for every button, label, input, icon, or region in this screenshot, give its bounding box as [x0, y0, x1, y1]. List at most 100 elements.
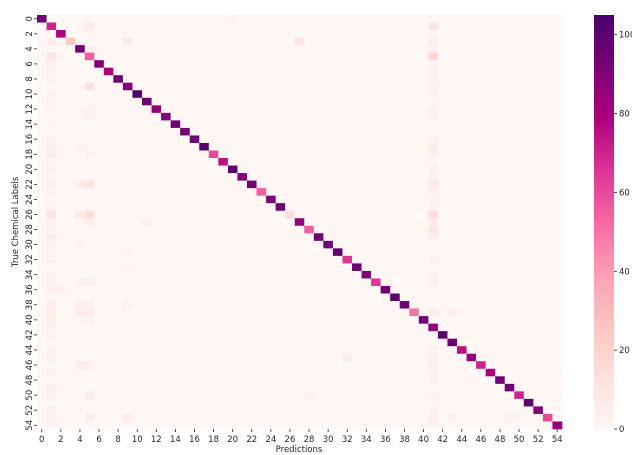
heatmap-cell: [275, 67, 286, 76]
heatmap-cell: [342, 323, 353, 332]
heatmap-cell: [514, 338, 525, 347]
heatmap-cell: [514, 142, 525, 151]
heatmap-cell: [390, 218, 401, 227]
heatmap-cell: [476, 218, 486, 227]
heatmap-cell: [84, 376, 95, 385]
heatmap-cell: [122, 218, 133, 227]
heatmap-cell: [285, 210, 296, 219]
heatmap-cell: [180, 97, 191, 106]
heatmap-cell: [37, 158, 47, 166]
heatmap-cell: [371, 263, 381, 272]
heatmap-cell: [218, 120, 229, 129]
heatmap-cell: [418, 142, 429, 151]
heatmap-cell: [285, 127, 296, 136]
heatmap-cell: [132, 391, 143, 400]
heatmap-cell: [113, 301, 124, 309]
heatmap-cell: [533, 331, 544, 340]
heatmap-cell: [313, 368, 324, 377]
heatmap-cell: [447, 158, 458, 166]
heatmap-cell: [542, 383, 553, 392]
heatmap-cell: [132, 67, 143, 76]
heatmap-cell: [65, 15, 76, 23]
heatmap-cell: [285, 188, 296, 197]
heatmap-cell: [304, 391, 315, 400]
heatmap-cell: [247, 45, 257, 53]
y-tick-label: 20: [25, 164, 35, 175]
heatmap-cell: [390, 308, 401, 317]
heatmap-cell: [485, 218, 496, 227]
heatmap-cell: [399, 135, 410, 144]
heatmap-cell: [523, 398, 534, 407]
heatmap-cell: [304, 218, 315, 227]
heatmap-cell: [103, 376, 114, 385]
heatmap-cell: [466, 135, 477, 144]
heatmap-cell: [533, 285, 544, 294]
heatmap-cell: [199, 210, 210, 219]
heatmap-cell: [418, 368, 429, 377]
heatmap-cell: [56, 120, 66, 129]
heatmap-cell: [218, 195, 229, 204]
heatmap-cell: [142, 203, 152, 212]
heatmap-cell: [457, 52, 467, 61]
heatmap-cell: [352, 331, 362, 340]
heatmap-cell: [313, 158, 324, 166]
heatmap-cell: [142, 398, 152, 407]
heatmap-cell: [323, 301, 334, 309]
heatmap-cell: [170, 60, 181, 69]
heatmap-cell: [495, 15, 506, 23]
heatmap-cell: [75, 165, 86, 174]
heatmap-cell: [65, 30, 76, 38]
heatmap-cell: [542, 361, 553, 370]
heatmap-cell: [352, 308, 362, 317]
heatmap-cell: [514, 120, 525, 129]
x-tick-label: 50: [514, 435, 525, 445]
heatmap-cell: [247, 142, 257, 151]
heatmap-cell: [247, 22, 257, 31]
heatmap-cell: [285, 240, 296, 249]
heatmap-cell: [75, 45, 86, 53]
heatmap-cell: [208, 158, 219, 166]
heatmap-cell: [227, 52, 238, 61]
heatmap-cell: [122, 391, 133, 400]
heatmap-cell: [514, 82, 525, 91]
heatmap-cell: [94, 270, 105, 279]
heatmap-cell: [247, 120, 257, 129]
heatmap-cell: [514, 421, 525, 430]
heatmap-cell: [189, 270, 200, 279]
heatmap-cell: [399, 173, 410, 181]
heatmap-cell: [552, 406, 563, 415]
heatmap-cell: [485, 90, 496, 99]
heatmap-cell: [428, 285, 439, 294]
heatmap-cell: [418, 120, 429, 129]
heatmap-cell: [275, 203, 286, 212]
heatmap-cell: [256, 293, 267, 302]
heatmap-cell: [161, 240, 171, 249]
heatmap-cell: [390, 142, 401, 151]
heatmap-cell: [218, 255, 229, 264]
heatmap-cell: [533, 248, 544, 257]
heatmap-cell: [514, 398, 525, 407]
heatmap-cell: [84, 120, 95, 129]
heatmap-cell: [75, 203, 86, 212]
heatmap-cell: [285, 37, 296, 46]
heatmap-cell: [218, 353, 229, 362]
heatmap-cell: [409, 203, 420, 212]
heatmap-cell: [94, 203, 105, 212]
heatmap-cell: [46, 15, 57, 23]
heatmap-cell: [151, 398, 162, 407]
heatmap-cell: [208, 346, 219, 355]
heatmap-cell: [399, 353, 410, 362]
heatmap-cell: [485, 346, 496, 355]
heatmap-cell: [313, 180, 324, 189]
heatmap-cell: [170, 338, 181, 347]
heatmap-cell: [294, 97, 305, 106]
heatmap-cell: [342, 240, 353, 249]
heatmap-cell: [46, 142, 57, 151]
heatmap-cell: [75, 361, 86, 370]
heatmap-cell: [189, 165, 200, 174]
heatmap-cell: [256, 248, 267, 257]
heatmap-cell: [371, 383, 381, 392]
heatmap-cell: [533, 158, 544, 166]
heatmap-cell: [65, 406, 76, 415]
heatmap-cell: [352, 293, 362, 302]
